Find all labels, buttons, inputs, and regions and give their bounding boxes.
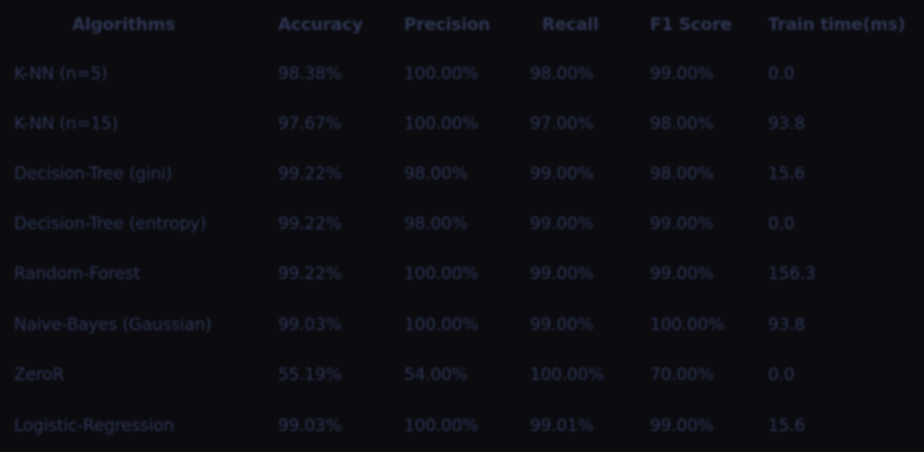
cell-accuracy: 99.22% — [278, 214, 342, 234]
header-precision: Precision — [404, 15, 491, 35]
cell-accuracy: 99.22% — [278, 164, 342, 184]
cell-f1-score: 98.00% — [650, 114, 714, 134]
table-row: Logistic-Regression 99.03% 100.00% 99.01… — [0, 401, 924, 451]
cell-precision: 100.00% — [404, 64, 479, 84]
table-row: Random-Forest 99.22% 100.00% 99.00% 99.0… — [0, 249, 924, 299]
cell-algorithm: Random-Forest — [14, 264, 141, 284]
header-recall: Recall — [542, 15, 599, 35]
cell-algorithm: ZeroR — [14, 365, 64, 385]
cell-f1-score: 100.00% — [650, 315, 725, 335]
cell-algorithm: K-NN (n=15) — [14, 114, 119, 134]
cell-precision: 100.00% — [404, 264, 479, 284]
cell-accuracy: 55.19% — [278, 365, 342, 385]
cell-precision: 100.00% — [404, 416, 479, 436]
cell-accuracy: 98.38% — [278, 64, 342, 84]
cell-precision: 100.00% — [404, 315, 479, 335]
cell-train-time: 15.6 — [768, 416, 806, 436]
cell-train-time: 0.0 — [768, 214, 795, 234]
table-row: Decision-Tree (gini) 99.22% 98.00% 99.00… — [0, 149, 924, 199]
cell-train-time: 0.0 — [768, 365, 795, 385]
table-row: K-NN (n=5) 98.38% 100.00% 98.00% 99.00% … — [0, 49, 924, 99]
cell-accuracy: 97.67% — [278, 114, 342, 134]
cell-f1-score: 99.00% — [650, 214, 714, 234]
cell-recall: 99.00% — [530, 214, 594, 234]
cell-recall: 99.00% — [530, 315, 594, 335]
cell-f1-score: 99.00% — [650, 64, 714, 84]
cell-algorithm: K-NN (n=5) — [14, 64, 108, 84]
cell-train-time: 156.3 — [768, 264, 816, 284]
cell-train-time: 15.6 — [768, 164, 806, 184]
cell-precision: 98.00% — [404, 164, 468, 184]
cell-recall: 99.00% — [530, 164, 594, 184]
cell-accuracy: 99.22% — [278, 264, 342, 284]
table-row: ZeroR 55.19% 54.00% 100.00% 70.00% 0.0 — [0, 350, 924, 400]
cell-recall: 98.00% — [530, 64, 594, 84]
table-row: Decision-Tree (entropy) 99.22% 98.00% 99… — [0, 199, 924, 249]
cell-precision: 98.00% — [404, 214, 468, 234]
header-accuracy: Accuracy — [278, 15, 363, 35]
cell-recall: 99.00% — [530, 264, 594, 284]
cell-precision: 100.00% — [404, 114, 479, 134]
cell-algorithm: Decision-Tree (entropy) — [14, 214, 207, 234]
cell-accuracy: 99.03% — [278, 315, 342, 335]
header-train-time: Train time(ms) — [768, 15, 906, 35]
cell-algorithm: Naive-Bayes (Gaussian) — [14, 315, 212, 335]
cell-train-time: 93.8 — [768, 114, 806, 134]
table-header-row: Algorithms Accuracy Precision Recall F1 … — [0, 0, 924, 50]
cell-recall: 99.01% — [530, 416, 594, 436]
cell-f1-score: 70.00% — [650, 365, 714, 385]
cell-accuracy: 99.03% — [278, 416, 342, 436]
cell-train-time: 0.0 — [768, 64, 795, 84]
table-row: K-NN (n=15) 97.67% 100.00% 97.00% 98.00%… — [0, 99, 924, 149]
header-algorithms: Algorithms — [72, 15, 176, 35]
cell-algorithm: Logistic-Regression — [14, 416, 174, 436]
cell-recall: 97.00% — [530, 114, 594, 134]
cell-algorithm: Decision-Tree (gini) — [14, 164, 173, 184]
cell-f1-score: 99.00% — [650, 416, 714, 436]
cell-f1-score: 98.00% — [650, 164, 714, 184]
cell-recall: 100.00% — [530, 365, 605, 385]
header-f1-score: F1 Score — [650, 15, 732, 35]
cell-f1-score: 99.00% — [650, 264, 714, 284]
cell-train-time: 93.8 — [768, 315, 806, 335]
table-row: Naive-Bayes (Gaussian) 99.03% 100.00% 99… — [0, 300, 924, 350]
cell-precision: 54.00% — [404, 365, 468, 385]
